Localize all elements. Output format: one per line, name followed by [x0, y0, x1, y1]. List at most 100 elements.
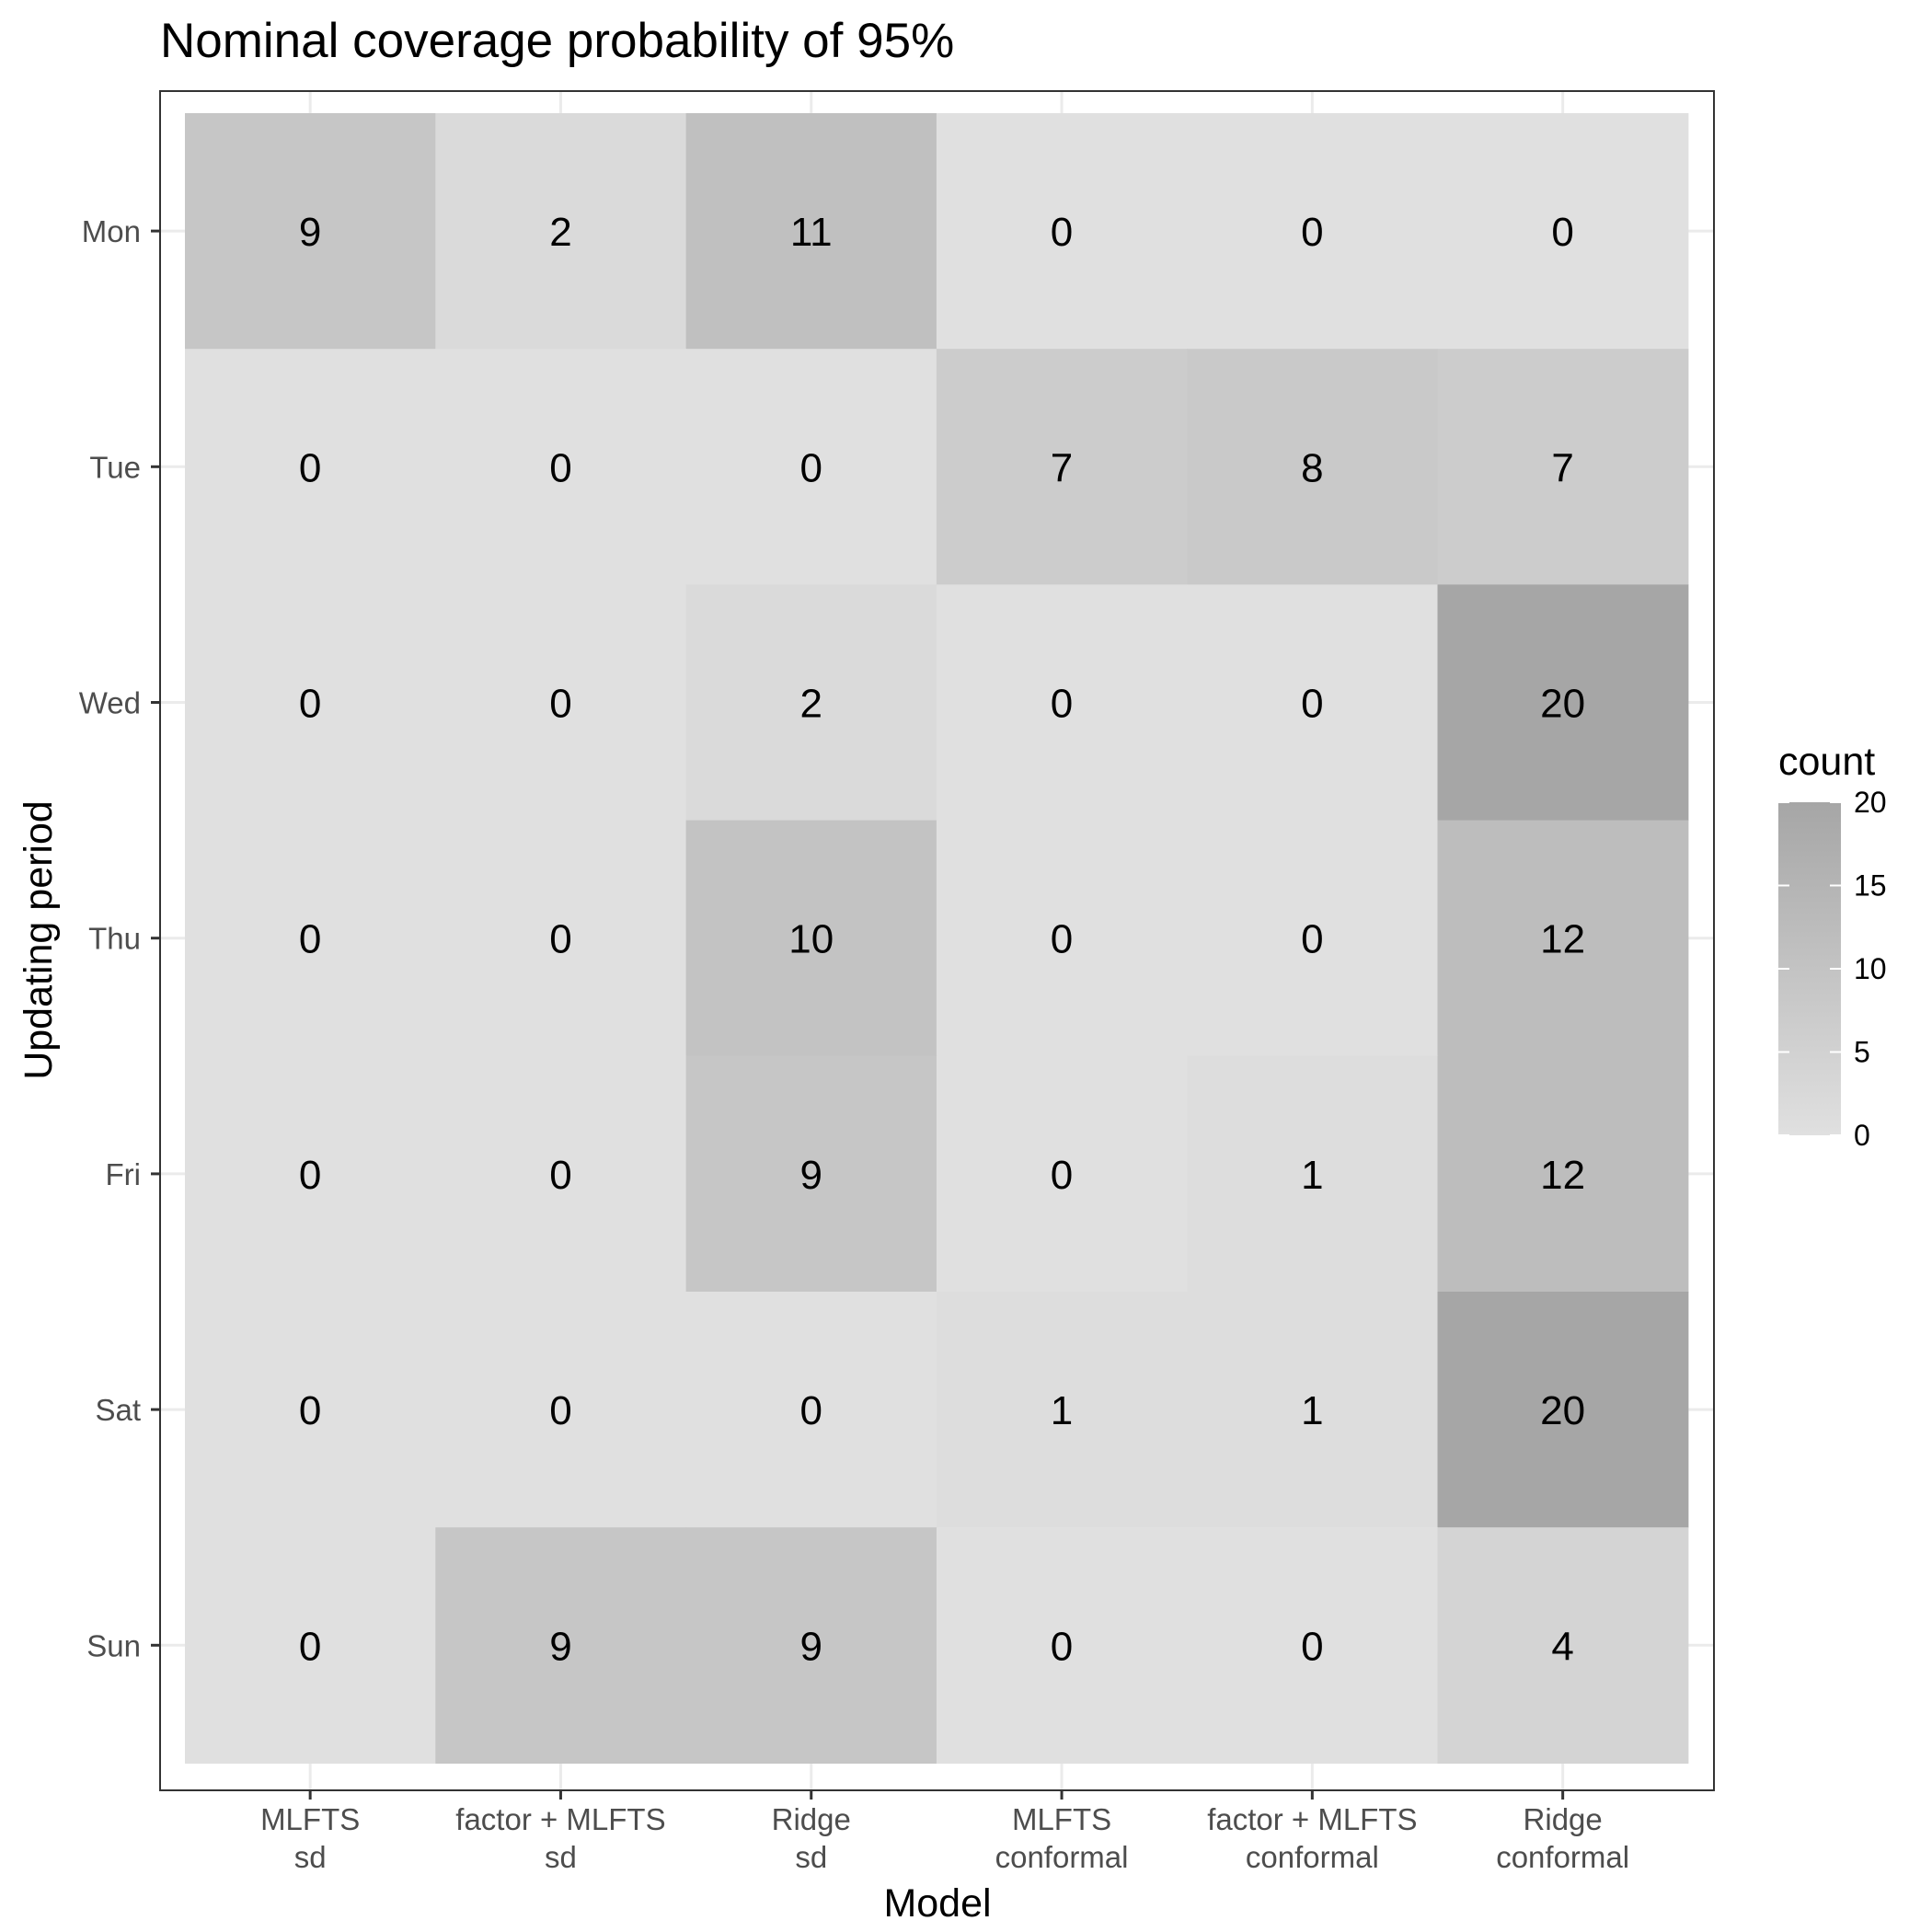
heatmap-cell	[435, 584, 687, 822]
x-tick-label: factor + MLFTS sd	[455, 1802, 665, 1874]
heatmap-cell	[1437, 1292, 1689, 1528]
heatmap-cell	[685, 584, 937, 822]
x-tick-label: MLFTS conformal	[995, 1802, 1129, 1874]
cell-value-label: 0	[299, 682, 321, 727]
heatmap-cell	[936, 1055, 1188, 1293]
legend-tick-label: 20	[1854, 786, 1887, 819]
heatmap-cell	[685, 1527, 937, 1764]
cell-value-label: 9	[800, 1624, 822, 1669]
heatmap-cell	[435, 820, 687, 1057]
cell-value-label: 9	[299, 210, 321, 255]
cell-value-label: 0	[1051, 917, 1073, 962]
cell-value-label: 0	[800, 1388, 822, 1433]
y-tick-label: Fri	[106, 1157, 141, 1191]
cell-value-label: 0	[549, 917, 571, 962]
y-tick-label: Sun	[86, 1628, 141, 1662]
legend-tick-label: 15	[1854, 869, 1887, 903]
panel-border	[159, 90, 1715, 1791]
y-tick-label: Sat	[95, 1393, 141, 1427]
y-axis: Mon Tue Wed Thu Fri Sat Sun	[79, 214, 160, 1662]
x-axis-title: Model	[883, 1881, 991, 1926]
y-tick-label: Mon	[82, 214, 141, 248]
heatmap-cell	[1187, 1292, 1439, 1528]
heatmap-cell	[1437, 113, 1689, 350]
chart-title: Nominal coverage probability of 95%	[160, 14, 954, 68]
heatmap-cell	[685, 349, 937, 585]
cell-value-label: 0	[1301, 682, 1323, 727]
heatmap-cell	[1437, 1527, 1689, 1764]
y-axis-title: Updating period	[17, 800, 61, 1080]
color-legend: count 0 5 10 15 20	[1778, 740, 1887, 1152]
cell-value-label: 7	[1551, 445, 1573, 490]
cell-value-label: 0	[1301, 1624, 1323, 1669]
heatmap-cell	[1187, 1527, 1439, 1764]
cell-value-label: 2	[549, 210, 571, 255]
cell-value-label: 0	[549, 445, 571, 490]
heatmap-cell	[185, 1292, 436, 1528]
cell-value-label: 9	[549, 1624, 571, 1669]
x-tick-label: MLFTS sd	[260, 1802, 360, 1874]
legend-title: count	[1778, 740, 1875, 784]
cell-value-label: 0	[1051, 682, 1073, 727]
cell-value-label: 8	[1301, 445, 1323, 490]
heatmap-cells	[185, 113, 1689, 1764]
y-tick-label: Wed	[79, 686, 141, 720]
cell-value-label: 1	[1301, 1388, 1323, 1433]
cell-value-label: 12	[1540, 917, 1585, 962]
heatmap-cell	[1187, 584, 1439, 822]
heatmap-cell	[936, 584, 1188, 822]
heatmap-cell	[1437, 584, 1689, 822]
cell-value-label: 0	[549, 1153, 571, 1198]
heatmap-cell	[685, 820, 937, 1057]
heatmap-cell	[685, 1292, 937, 1528]
heatmap-cell	[185, 113, 436, 350]
cell-value-label: 0	[1301, 210, 1323, 255]
heatmap-cell	[685, 1055, 937, 1293]
heatmap-cell	[936, 820, 1188, 1057]
heatmap-cell	[185, 1055, 436, 1293]
cell-value-label: 0	[800, 445, 822, 490]
cell-value-label: 0	[1301, 917, 1323, 962]
cell-value-label: 4	[1551, 1624, 1573, 1669]
cell-value-label: 0	[1051, 1153, 1073, 1198]
y-tick-label: Tue	[89, 450, 141, 484]
heatmap-cell	[435, 1055, 687, 1293]
cell-value-label: 2	[800, 682, 822, 727]
cell-value-label: 0	[299, 1624, 321, 1669]
y-tick-label: Thu	[88, 922, 141, 956]
cell-labels: 9 2 11 0 0 00 0 0 7 8 70 0 2 0 0 200 0 10 0 0 120 0 9 0 1 120 0 0 1 1…	[299, 210, 1585, 1669]
heatmap-cell	[1187, 820, 1439, 1057]
cell-value-label: 0	[299, 1388, 321, 1433]
heatmap-cell	[435, 113, 687, 350]
cell-value-label: 0	[299, 917, 321, 962]
heatmap-cell	[1437, 1055, 1689, 1293]
heatmap-cell	[435, 1527, 687, 1764]
heatmap-cell	[685, 113, 937, 350]
heatmap-cell	[1187, 349, 1439, 585]
heatmap-cell	[185, 584, 436, 822]
heatmap-cell	[185, 349, 436, 585]
cell-value-label: 0	[299, 1153, 321, 1198]
cell-value-label: 0	[549, 682, 571, 727]
heatmap-cell	[936, 1292, 1188, 1528]
cell-value-label: 1	[1051, 1388, 1073, 1433]
cell-value-label: 10	[788, 917, 834, 962]
heatmap-cell	[1187, 113, 1439, 350]
legend-tick-label: 10	[1854, 952, 1887, 985]
cell-value-label: 0	[299, 445, 321, 490]
heatmap-cell	[1437, 820, 1689, 1057]
x-tick-label: Ridge sd	[772, 1802, 851, 1874]
legend-tick-label: 0	[1854, 1119, 1870, 1152]
cell-value-label: 0	[1051, 210, 1073, 255]
heatmap-cell	[185, 1527, 436, 1764]
cell-value-label: 20	[1540, 1388, 1585, 1433]
cell-value-label: 7	[1051, 445, 1073, 490]
heatmap-cell	[185, 820, 436, 1057]
cell-value-label: 11	[790, 210, 833, 255]
x-tick-label: factor + MLFTS conformal	[1207, 1802, 1417, 1874]
cell-value-label: 20	[1540, 682, 1585, 727]
x-axis: MLFTS sd factor + MLFTS sd Ridge sd MLFTS confo…	[260, 1790, 1629, 1874]
cell-value-label: 0	[1551, 210, 1573, 255]
heatmap-cell	[1437, 349, 1689, 585]
